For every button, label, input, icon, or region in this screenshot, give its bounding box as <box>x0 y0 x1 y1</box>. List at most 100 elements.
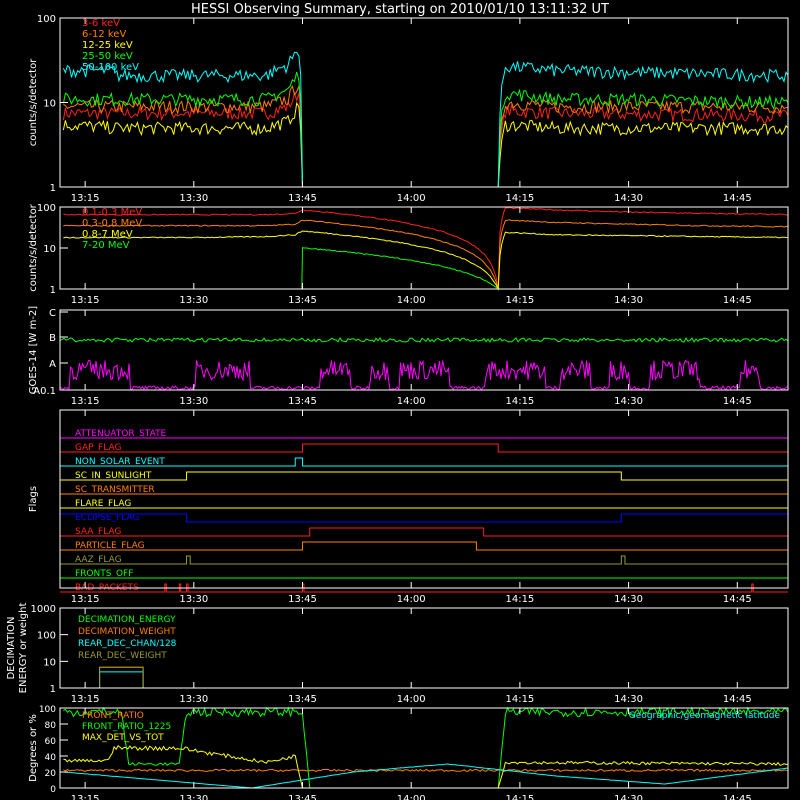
x-tick-label: 13:30 <box>179 594 208 605</box>
legend-entry: 50-100 keV <box>82 62 139 73</box>
x-tick-label: 13:45 <box>288 794 317 800</box>
flag-label: SC_TRANSMITTER <box>75 485 155 495</box>
flag-label: ECLIPSE_FLAG <box>75 513 139 523</box>
y-tick-label: C <box>49 308 56 319</box>
flag-label: PARTICLE_FLAG <box>75 541 145 551</box>
series-line <box>63 207 789 290</box>
series-line <box>63 84 789 188</box>
flag-label: ATTENUATOR_STATE <box>75 429 167 439</box>
y-axis-label: counts/s/detector <box>28 58 39 146</box>
flags-frame <box>59 409 789 589</box>
y-axis-label: ENERGY or weight <box>18 603 29 694</box>
flag-line <box>60 471 789 481</box>
series-line <box>60 671 788 689</box>
series-line <box>63 247 788 290</box>
panels: 1 10 100 13:15 13:30 13:45 14:00 14:15 14:30 14:4… <box>6 14 789 800</box>
x-tick-label: 14:00 <box>397 794 426 800</box>
y-tick-label: 100 <box>39 705 56 715</box>
x-tick-label: 13:45 <box>288 694 317 705</box>
x-tick-label: 14:15 <box>505 396 534 407</box>
y-tick-label: 1 <box>50 285 56 296</box>
series-line <box>63 219 789 290</box>
y-tick-label: 100 <box>37 631 56 642</box>
goes-14-panel <box>59 337 789 392</box>
legend-entry: 0.3-0.8 MeV <box>82 218 142 229</box>
x-tick-label: 14:45 <box>723 193 752 204</box>
series-line <box>62 51 789 188</box>
series-line <box>62 101 789 188</box>
x-tick-label: 13:45 <box>288 396 317 407</box>
legend-entry: 0.1-0.3 MeV <box>82 207 142 218</box>
x-tick-label: 13:15 <box>71 193 100 204</box>
y-tick-label: 100 <box>37 14 56 25</box>
x-tick-label: 14:00 <box>397 193 426 204</box>
y-tick-label: A <box>49 359 56 370</box>
flag-label: GAP_FLAG <box>75 443 121 453</box>
x-tick-label: 13:15 <box>71 396 100 407</box>
y-tick-label: 1 <box>50 684 56 695</box>
series-line <box>60 666 788 689</box>
y-tick-label: B <box>49 333 56 344</box>
x-tick-label: 14:45 <box>723 594 752 605</box>
x-tick-label: 14:15 <box>505 694 534 705</box>
series-line <box>63 768 789 773</box>
flag-line <box>60 457 788 467</box>
y-axis-label: Degrees or % <box>28 714 39 782</box>
x-tick-label: 14:15 <box>505 594 534 605</box>
legend-entry: REAR_DEC_CHAN/128 <box>78 639 177 649</box>
x-tick-label: 13:45 <box>288 193 317 204</box>
y-tick-label: 40 <box>45 753 57 763</box>
legend-entry: 6-12 keV <box>82 29 126 40</box>
y-axis-label: DECIMATION <box>6 616 17 679</box>
count-rates-low-panel <box>62 51 789 188</box>
y-tick-label: 80 <box>45 721 57 731</box>
legend-entry: MAX_DET_VS_TOT <box>82 733 164 743</box>
flag-line <box>60 527 788 537</box>
y-axis-label: GOES-14 [W m-2] <box>28 306 39 394</box>
flag-line <box>60 541 788 551</box>
x-tick-label: 14:30 <box>614 594 643 605</box>
y-tick-label: 20 <box>45 769 57 779</box>
series-line <box>59 359 788 392</box>
y-tick-label: 1000 <box>31 604 56 615</box>
legend-entry: 12-25 keV <box>82 40 133 51</box>
y-axis-label: counts/s/detector <box>28 203 39 291</box>
decimation-panel <box>60 666 788 689</box>
legend-entry: DECIMATION_ENERGY <box>78 615 176 625</box>
decimation-frame <box>59 607 789 689</box>
x-tick-label: 13:15 <box>71 794 100 800</box>
x-tick-label: 14:15 <box>505 295 534 306</box>
x-tick-label: 13:30 <box>179 193 208 204</box>
y-tick-label: 100 <box>37 203 56 214</box>
x-tick-label: 14:00 <box>397 295 426 306</box>
geometry-frame <box>59 707 789 789</box>
goes-14-frame <box>59 309 789 391</box>
figure-title: HESSI Observing Summary, starting on 201… <box>191 2 609 17</box>
series-line <box>63 230 789 291</box>
x-tick-label: 14:30 <box>614 794 643 800</box>
x-tick-label: 14:30 <box>614 396 643 407</box>
x-tick-label: 14:30 <box>614 295 643 306</box>
x-tick-label: 14:45 <box>723 794 752 800</box>
count-rates-high-frame <box>59 206 789 290</box>
x-tick-label: 14:45 <box>723 694 752 705</box>
flag-label: FRONTS_OFF <box>75 569 133 579</box>
flag-label: SAA_FLAG <box>75 527 121 537</box>
flags-panel <box>59 437 789 593</box>
x-tick-label: 14:00 <box>397 694 426 705</box>
x-tick-label: 13:15 <box>71 594 100 605</box>
y-axis-label: Flags <box>28 486 39 512</box>
x-tick-label: 13:30 <box>179 794 208 800</box>
flag-label: AAZ_FLAG <box>75 555 122 565</box>
legend-entry: 0.8-7 MeV <box>82 229 133 240</box>
legend-entry: 7-20 MeV <box>82 240 130 251</box>
y-tick-label: 10 <box>43 99 56 110</box>
count-rates-high-panel <box>63 207 789 291</box>
x-tick-label: 13:45 <box>288 295 317 306</box>
y-tick-label: A0.1 <box>33 386 56 397</box>
legend-entry: FRONT_RATIO_1225 <box>82 722 171 732</box>
legend-entry: FRONT_RATIO <box>82 711 144 721</box>
x-tick-label: 13:15 <box>71 295 100 306</box>
x-tick-label: 13:45 <box>288 594 317 605</box>
